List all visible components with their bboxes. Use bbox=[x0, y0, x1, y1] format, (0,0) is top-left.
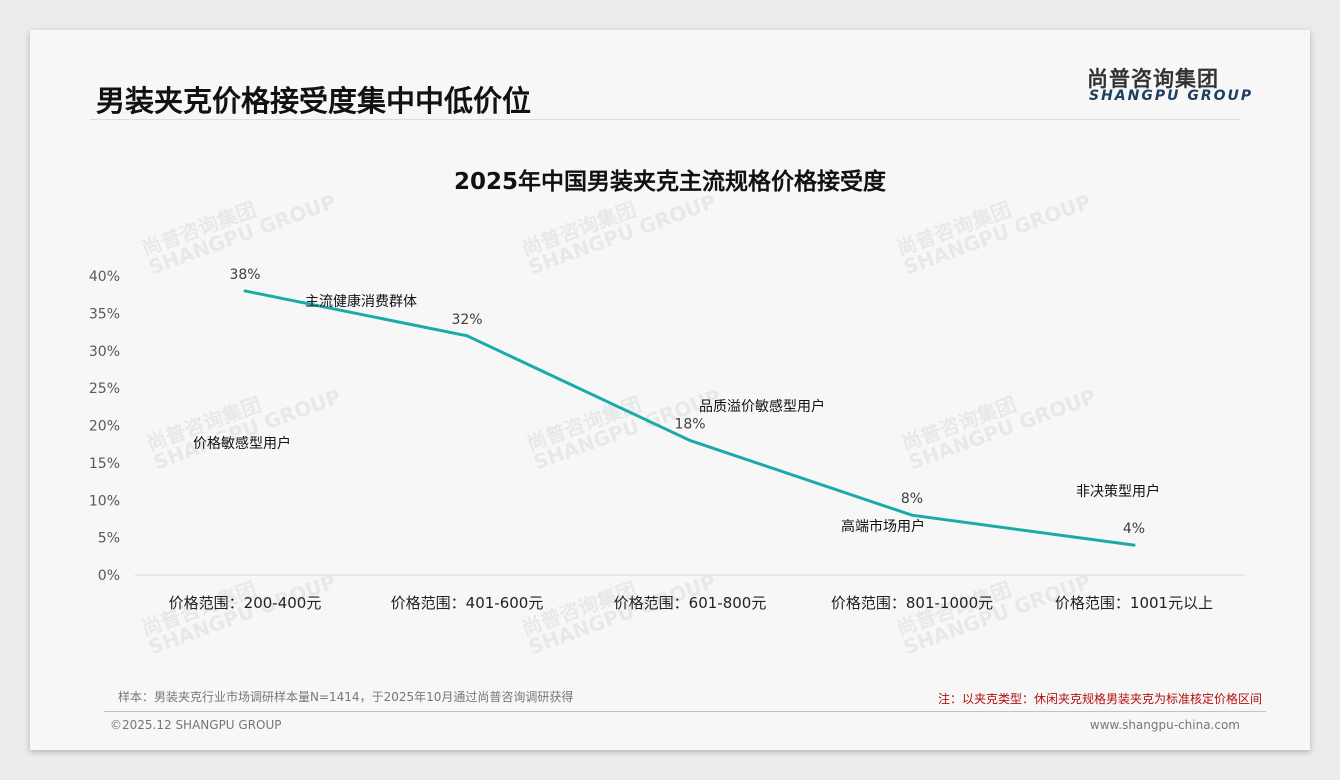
data-label: 4% bbox=[1123, 521, 1145, 537]
sample-note: 样本：男装夹克行业市场调研样本量N=1414，于2025年10月通过尚普咨询调研… bbox=[118, 690, 574, 704]
divider bbox=[90, 119, 1240, 120]
data-label: 18% bbox=[674, 416, 705, 432]
segment-annotation: 主流健康消费群体 bbox=[305, 293, 417, 310]
data-label: 38% bbox=[229, 267, 260, 283]
x-tick-label: 价格范围：200-400元 bbox=[169, 594, 322, 612]
website: www.shangpu-china.com bbox=[1089, 718, 1240, 732]
x-tick-label: 价格范围：801-1000元 bbox=[831, 594, 993, 612]
remark-note: 注：以夹克类型：休闲夹克规格男装夹克为标准核定价格区间 bbox=[937, 692, 1262, 706]
data-label: 8% bbox=[901, 491, 923, 507]
segment-annotation: 价格敏感型用户 bbox=[193, 435, 291, 452]
data-point bbox=[1132, 543, 1136, 547]
footer-divider bbox=[104, 711, 1266, 712]
copyright: ©2025.12 SHANGPU GROUP bbox=[110, 718, 282, 732]
y-tick-label: 35% bbox=[89, 306, 120, 322]
page-title: 男装夹克价格接受度集中中低价位 bbox=[96, 84, 532, 118]
line-chart: 0% 5% 10% 15% 20% 25% 30% 35% 40% 38% 价格范围：200-400… bbox=[89, 267, 1245, 612]
segment-annotation: 高端市场用户 bbox=[841, 518, 925, 535]
slide: 尚普咨询集团 SHANGPU GROUP 尚普咨询集团 SHANGPU GROUP … bbox=[30, 30, 1310, 750]
y-tick-label: 15% bbox=[89, 456, 120, 472]
y-tick-label: 10% bbox=[89, 493, 120, 509]
y-tick-label: 20% bbox=[89, 419, 120, 435]
chart-title: 2025年中国男装夹克主流规格价格接受度 bbox=[453, 169, 886, 195]
segment-annotation: 品质溢价敏感型用户 bbox=[699, 398, 825, 415]
x-tick-label: 价格范围：401-600元 bbox=[391, 594, 544, 612]
y-tick-label: 30% bbox=[89, 344, 120, 360]
y-tick-label: 25% bbox=[89, 381, 120, 397]
y-tick-label: 40% bbox=[89, 269, 120, 285]
x-tick-label: 价格范围：1001元以上 bbox=[1055, 594, 1213, 612]
y-tick-label: 0% bbox=[98, 568, 120, 584]
data-point bbox=[243, 289, 247, 293]
y-tick-label: 5% bbox=[98, 531, 120, 547]
data-point bbox=[688, 438, 692, 442]
logo-subtext: SHANGPU GROUP bbox=[1089, 88, 1254, 104]
data-point bbox=[910, 513, 914, 517]
x-tick-label: 价格范围：601-800元 bbox=[614, 594, 767, 612]
segment-annotation: 非决策型用户 bbox=[1076, 483, 1160, 500]
data-point bbox=[465, 334, 469, 338]
data-label: 32% bbox=[451, 312, 482, 328]
logo-text: 尚普咨询集团 bbox=[1087, 67, 1219, 91]
